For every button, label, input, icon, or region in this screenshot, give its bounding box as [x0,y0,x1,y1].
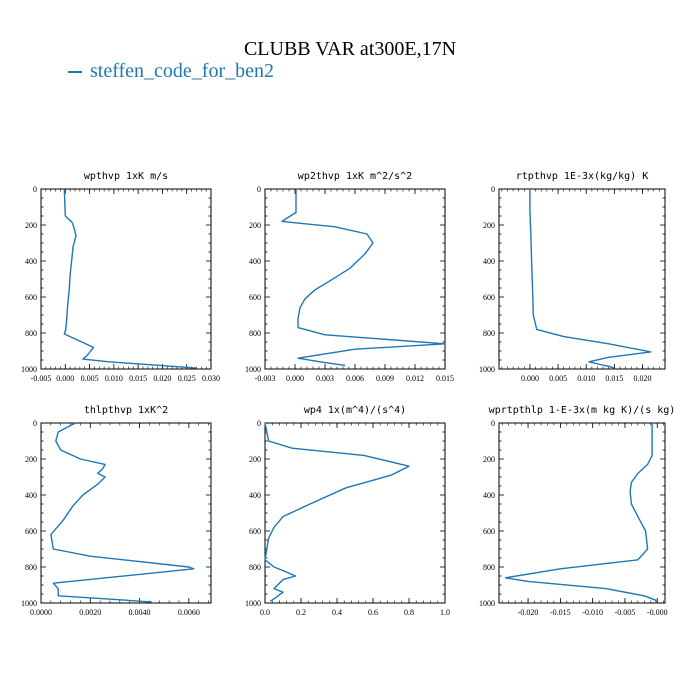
y-tick-label: 0 [257,185,261,194]
chart-0: wpthvp 1xK m/s 0 200 400 600 800 1000-0.005 0.0… [21,171,220,383]
series-line [63,188,197,369]
x-tick-label: -0.005 [615,608,636,617]
y-tick-label: 200 [249,221,261,230]
x-tick-label: 0.0040 [129,608,151,617]
x-tick-label: 0.0020 [79,608,101,617]
x-tick-label: 0.0060 [178,608,200,617]
chart-1: wp2thvp 1xK m^2/s^2 0 200 400 600 800 1000-0.0… [245,171,454,383]
x-tick-label: -0.020 [518,608,539,617]
x-tick-label: 0.003 [316,374,334,383]
x-tick-label: 0.009 [376,374,394,383]
x-tick-label: 0.0 [260,608,270,617]
chart-title: wpthvp 1xK m/s [84,171,168,182]
x-tick-label: 0.000 [56,374,74,383]
x-tick-label: 0.015 [605,374,623,383]
x-tick-label: 0.010 [105,374,123,383]
series-line [50,422,195,603]
y-tick-label: 600 [25,527,37,536]
x-tick-label: 0.005 [81,374,99,383]
x-tick-label: 0.020 [633,374,651,383]
x-tick-label: 0.012 [406,374,424,383]
x-tick-label: -0.010 [582,608,603,617]
x-tick-label: 0.025 [178,374,196,383]
y-tick-label: 1000 [245,365,261,374]
y-tick-label: 400 [25,491,37,500]
y-tick-label: 0 [33,419,37,428]
y-tick-label: 0 [33,185,37,194]
series-line [281,189,446,367]
x-tick-label: -0.003 [255,374,276,383]
series-line [264,422,410,602]
legend: steffen_code_for_ben2 [68,60,274,83]
y-tick-label: 600 [483,293,495,302]
x-tick-label: 0.6 [368,608,378,617]
x-tick-label: 0.010 [577,374,595,383]
y-tick-label: 800 [249,329,261,338]
series-line [529,189,652,369]
y-tick-label: 0 [491,419,495,428]
legend-line-swatch [68,71,82,74]
y-tick-label: 1000 [21,599,37,608]
y-tick-label: 800 [25,329,37,338]
y-tick-label: 400 [483,491,495,500]
x-tick-label: 0.006 [346,374,364,383]
y-tick-label: 200 [25,455,37,464]
y-tick-label: 1000 [21,365,37,374]
x-tick-label: 0.8 [404,608,414,617]
series-line [504,423,657,603]
x-tick-label: -0.015 [550,608,571,617]
y-tick-label: 1000 [245,599,261,608]
y-tick-label: 400 [249,491,261,500]
main-title: CLUBB VAR at300E,17N [243,38,457,60]
x-tick-label: 0.4 [332,608,342,617]
x-tick-label: 1.0 [440,608,450,617]
chart-title: rtpthvp 1E-3x(kg/kg) K [516,171,648,182]
x-tick-label: 0.0000 [30,608,52,617]
chart-2: rtpthvp 1E-3x(kg/kg) K 0 200 400 600 800 1000 0… [479,171,666,383]
chart-title: wp2thvp 1xK m^2/s^2 [298,171,412,182]
x-tick-label: 0.015 [436,374,454,383]
y-tick-label: 800 [249,563,261,572]
y-tick-label: 200 [25,221,37,230]
x-tick-label: 0.030 [202,374,220,383]
y-tick-label: 600 [249,293,261,302]
plot-frame [498,422,666,604]
y-tick-label: 1000 [479,599,495,608]
y-tick-label: 600 [25,293,37,302]
x-tick-label: 0.000 [521,374,539,383]
y-tick-label: 400 [249,257,261,266]
y-tick-label: 0 [257,419,261,428]
x-tick-label: 0.015 [129,374,147,383]
y-tick-label: 600 [483,527,495,536]
x-tick-label: 0.2 [296,608,306,617]
y-tick-label: 200 [483,455,495,464]
plot-frame [498,188,666,370]
x-tick-label: -0.000 [647,608,668,617]
x-tick-label: 0.005 [549,374,567,383]
y-tick-label: 0 [491,185,495,194]
chart-5: wprtpthlp 1-E-3x(m kg K)/(s kg) 0 200 400 60… [479,405,675,617]
chart-title: wp4 1x(m^4)/(s^4) [304,405,406,416]
y-tick-label: 800 [483,563,495,572]
plot-frame [40,188,212,370]
x-tick-label: 0.020 [153,374,171,383]
x-tick-label: -0.005 [31,374,52,383]
x-tick-label: 0.000 [286,374,304,383]
y-tick-label: 800 [25,563,37,572]
y-tick-label: 400 [25,257,37,266]
y-tick-label: 800 [483,329,495,338]
y-tick-label: 200 [249,455,261,464]
y-tick-label: 400 [483,257,495,266]
y-tick-label: 1000 [479,365,495,374]
y-tick-label: 200 [483,221,495,230]
legend-label: steffen_code_for_ben2 [90,60,275,82]
chart-title: thlpthvp 1xK^2 [84,405,168,416]
y-tick-label: 600 [249,527,261,536]
chart-title: wprtpthlp 1-E-3x(m kg K)/(s kg) [489,405,676,416]
